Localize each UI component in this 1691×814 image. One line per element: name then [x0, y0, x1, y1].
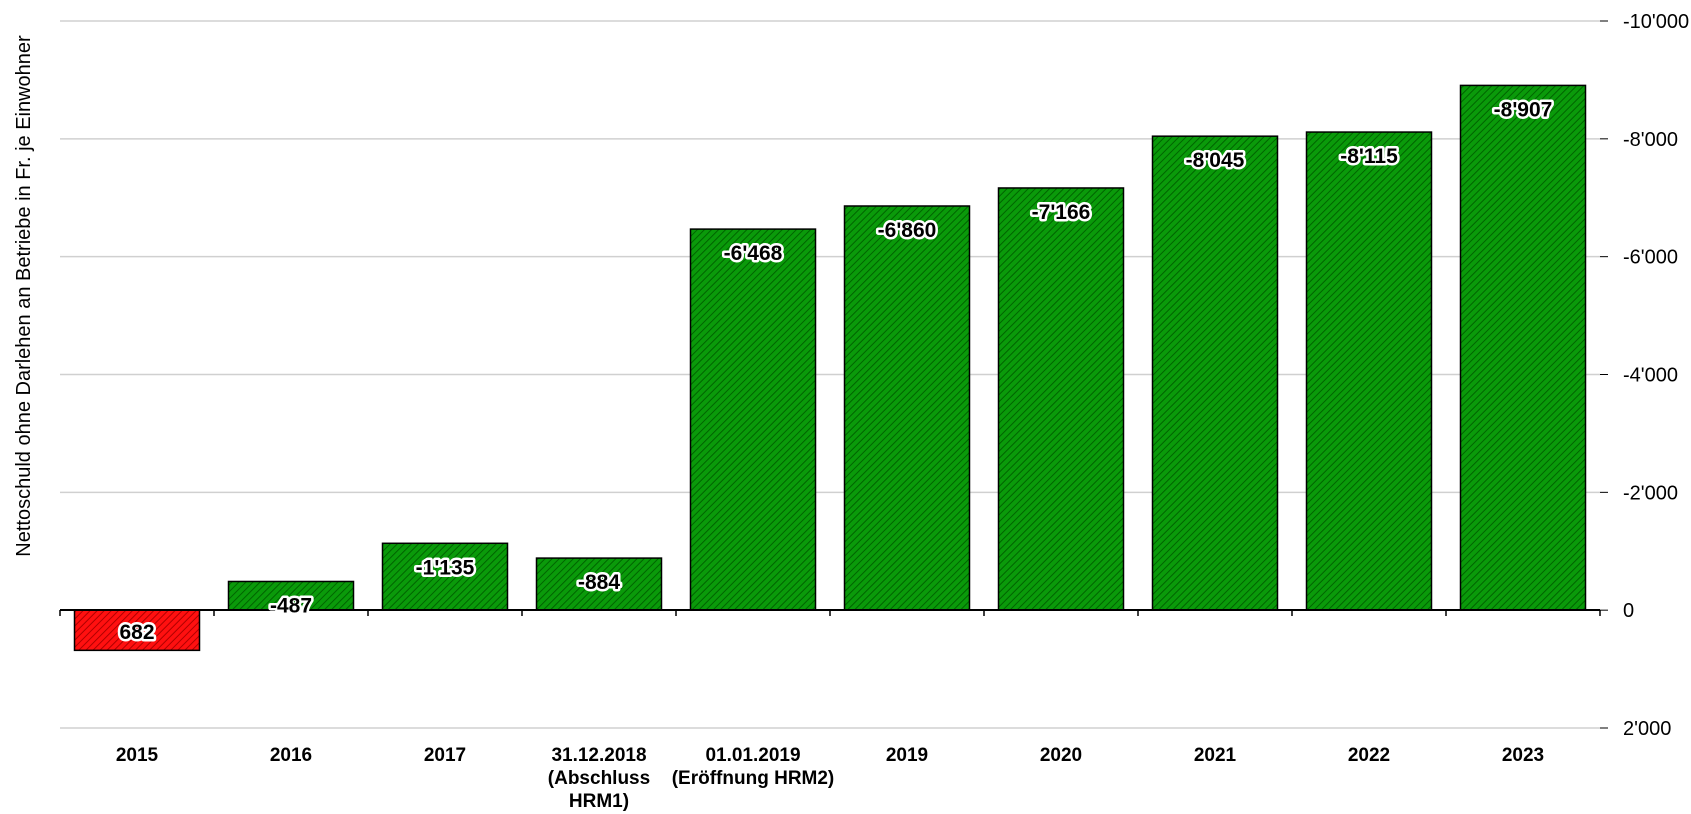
x-tick-label: 2020 [1040, 745, 1082, 766]
data-label: -6'860 [878, 219, 937, 242]
y-axis-title: Nettoschuld ohne Darlehen an Betriebe in… [13, 35, 35, 557]
bar [1151, 135, 1279, 611]
data-label: -1'135 [416, 556, 475, 579]
bar [227, 580, 355, 611]
x-tick-label: 2015 [116, 745, 159, 766]
x-tick-label: 2023 [1502, 745, 1544, 766]
data-label: -7'166 [1032, 201, 1091, 224]
bar [381, 542, 509, 611]
y-tick-label: -2'000 [1623, 482, 1678, 504]
x-tick-label: 2016 [270, 745, 312, 766]
y-tick-label: 0 [1623, 600, 1634, 622]
bar [997, 187, 1125, 611]
data-label: -8'045 [1186, 149, 1245, 172]
x-tick-label: 2022 [1348, 745, 1390, 766]
labels: -10'000 -8'000 -6'000 -4'000 -2'000 0 2'000 682… [116, 11, 1689, 812]
y-tick-label: -4'000 [1623, 365, 1678, 387]
bar [843, 205, 971, 611]
bars [73, 84, 1587, 652]
x-tick-label: 01.01.2019 (Eröffnung HRM2) [672, 745, 835, 789]
y-tick-label: -10'000 [1623, 11, 1689, 33]
bar [1305, 131, 1433, 611]
y-tick-label: -6'000 [1623, 247, 1678, 269]
bar [73, 609, 201, 652]
bar [1459, 84, 1587, 611]
data-label: 682 [119, 621, 154, 644]
x-tick-label: 31.12.2018 (Abschluss HRM1) [548, 745, 650, 812]
y-tick-label: -8'000 [1623, 129, 1678, 151]
bar [689, 228, 817, 611]
data-label: -8'907 [1494, 98, 1553, 121]
y-tick-label: 2'000 [1623, 718, 1671, 740]
data-label: -884 [578, 571, 620, 594]
x-tick-label: 2019 [886, 745, 928, 766]
bar [535, 557, 663, 611]
x-tick-label: 2021 [1194, 745, 1237, 766]
axes [59, 20, 1608, 729]
data-label: -6'468 [724, 242, 783, 265]
x-tick-label: 2017 [424, 745, 466, 766]
gridlines [60, 20, 1600, 729]
data-label: -487 [270, 594, 312, 617]
data-label: -8'115 [1340, 145, 1398, 168]
